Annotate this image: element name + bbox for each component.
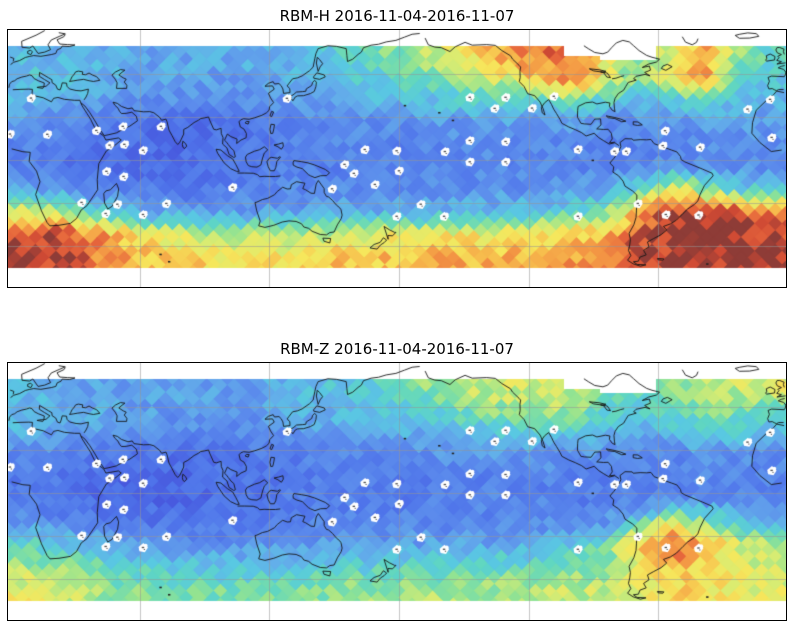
panel-2-axes xyxy=(7,362,787,621)
panel-1-title: RBM-H 2016-11-04-2016-11-07 xyxy=(279,7,515,25)
panel-2-title: RBM-Z 2016-11-04-2016-11-07 xyxy=(280,340,514,358)
panel-1-axes xyxy=(7,29,787,288)
rbm-z-map-canvas xyxy=(8,363,786,620)
rbm-h-map-canvas xyxy=(8,30,786,287)
